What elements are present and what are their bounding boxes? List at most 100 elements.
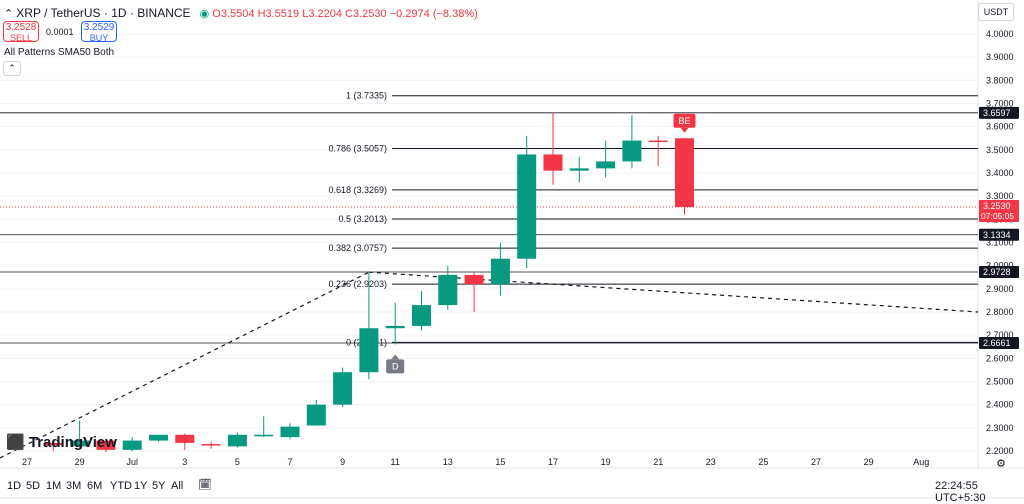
fib-level-label: 0.786 (3.5057) <box>328 144 387 154</box>
pattern-marker-pointer <box>680 127 689 133</box>
buy-label: BUY <box>89 33 109 43</box>
range-button-1d[interactable]: 1D <box>7 480 22 492</box>
current-price-label: 3.2530 <box>983 201 1011 211</box>
price-tick-label: 3.1000 <box>986 238 1014 248</box>
time-tick-label: 21 <box>653 457 663 467</box>
range-button-all[interactable]: All <box>171 480 184 492</box>
price-tick-label: 2.7000 <box>986 330 1014 340</box>
time-tick-label: 17 <box>548 457 558 467</box>
price-tick-label: 2.6000 <box>986 353 1014 363</box>
candle-body[interactable] <box>280 426 300 438</box>
candle-body[interactable] <box>227 434 247 447</box>
current-price-tag <box>979 200 1019 223</box>
tv-logo-icon: ⬛ <box>6 434 25 451</box>
time-tick-label: 29 <box>75 457 85 467</box>
fib-level-label: 0.5 (3.2013) <box>338 214 387 224</box>
candle-body[interactable] <box>412 305 431 326</box>
time-tick-label: Jul <box>126 457 138 467</box>
price-tick-label: 2.8000 <box>986 307 1014 317</box>
candle-body[interactable] <box>385 325 405 329</box>
price-tick-label: 4.0000 <box>986 29 1014 39</box>
currency-label: USDT <box>983 7 1009 17</box>
candle-body[interactable] <box>622 140 642 162</box>
pattern-marker-text: D <box>392 361 399 371</box>
time-tick-label: 15 <box>495 457 505 467</box>
candle-body[interactable] <box>70 440 90 447</box>
price-tick-label: 2.4000 <box>986 400 1014 410</box>
range-button-1m[interactable]: 1M <box>46 480 62 492</box>
candle-body[interactable] <box>675 138 694 208</box>
sell-button[interactable]: 3.2528 SELL <box>3 21 39 43</box>
time-tick-label: 5 <box>235 457 240 467</box>
time-tick-label: 27 <box>811 457 821 467</box>
range-button-5y[interactable]: 5Y <box>152 480 166 492</box>
candle-body[interactable] <box>517 154 537 259</box>
date-range-icon[interactable]: 🗓 <box>198 479 212 491</box>
price-tick-label: 3.6000 <box>986 122 1014 132</box>
price-tick-label: 3.3000 <box>986 191 1014 201</box>
range-button-6m[interactable]: 6M <box>87 480 103 492</box>
price-line-label: 3.1334 <box>983 230 1011 240</box>
candle-body[interactable] <box>122 440 142 450</box>
candle-body[interactable] <box>254 434 274 437</box>
candle-body[interactable] <box>175 434 195 443</box>
range-button-5d[interactable]: 5D <box>26 480 41 492</box>
time-tick-label: 23 <box>706 457 716 467</box>
price-line-label: 2.6661 <box>983 338 1011 348</box>
price-tick-label: 3.4000 <box>986 168 1014 178</box>
range-button-ytd[interactable]: YTD <box>110 480 132 492</box>
symbol-title[interactable]: XRP / TetherUS · 1D · BINANCE <box>16 6 191 20</box>
clock-time[interactable]: 22:24:55 UTC+5:30 <box>935 480 986 504</box>
price-line-tag <box>979 337 1019 350</box>
price-tick-label: 3.8000 <box>986 75 1014 85</box>
candle-body[interactable] <box>648 140 668 143</box>
collapse-icon[interactable]: ⌃ <box>4 8 14 20</box>
candle-body[interactable] <box>43 442 63 446</box>
logo-text: TradingView <box>28 434 117 451</box>
candle-body[interactable] <box>596 161 616 169</box>
candle-body[interactable] <box>333 372 353 405</box>
indicators-legend[interactable]: All Patterns SMA50 Both <box>4 47 115 58</box>
time-tick-label: 11 <box>391 457 400 467</box>
time-tick-label: 13 <box>443 457 453 467</box>
candle-body[interactable] <box>306 404 326 426</box>
candle-body[interactable] <box>201 444 221 446</box>
legend-toggle-button[interactable]: ⌃ <box>3 61 21 76</box>
fib-level-label: 0.382 (3.0757) <box>328 243 387 253</box>
candle-body[interactable] <box>569 168 589 171</box>
high-value: H3.5519 <box>257 8 300 20</box>
fib-level-label: 0.618 (3.3269) <box>328 185 387 195</box>
candle-body[interactable] <box>149 434 168 441</box>
time-tick-label: 29 <box>864 457 874 467</box>
change-value: −0.2974 (−8.38%) <box>389 8 478 20</box>
range-button-3m[interactable]: 3M <box>66 480 82 492</box>
buy-button[interactable]: 3.2529 BUY <box>81 21 117 43</box>
open-value: O3.5504 <box>212 8 255 20</box>
time-tick-label: 3 <box>182 457 187 467</box>
candle-body[interactable] <box>543 154 563 171</box>
price-line-label: 3.6597 <box>983 108 1011 118</box>
pattern-marker-pointer <box>391 354 400 360</box>
candle-body[interactable] <box>438 274 458 306</box>
price-line-label: 2.9728 <box>983 267 1011 277</box>
trend-line-down[interactable] <box>368 271 979 313</box>
currency-select[interactable]: USDT <box>978 3 1014 21</box>
price-tick-label: 3.7000 <box>986 99 1014 109</box>
price-tick-label: 3.0000 <box>986 261 1014 271</box>
countdown-label: 07:05:05 <box>981 211 1014 221</box>
range-button-1y[interactable]: 1Y <box>134 480 148 492</box>
trend-line-up[interactable] <box>0 271 370 459</box>
candle-body[interactable] <box>490 258 510 285</box>
pattern-marker-d[interactable] <box>386 359 405 374</box>
price-tick-label: 2.3000 <box>986 423 1014 433</box>
pattern-marker-text: BE <box>678 116 690 126</box>
pattern-marker-be[interactable] <box>673 113 696 128</box>
candle-body[interactable] <box>96 440 116 450</box>
fib-level-label: 0.236 (2.9203) <box>328 279 387 289</box>
buy-price: 3.2529 <box>83 22 115 33</box>
candle-body[interactable] <box>464 274 484 285</box>
time-tick-label: 7 <box>287 457 292 467</box>
candle-body[interactable] <box>359 328 379 373</box>
time-tick-label: 25 <box>758 457 768 467</box>
